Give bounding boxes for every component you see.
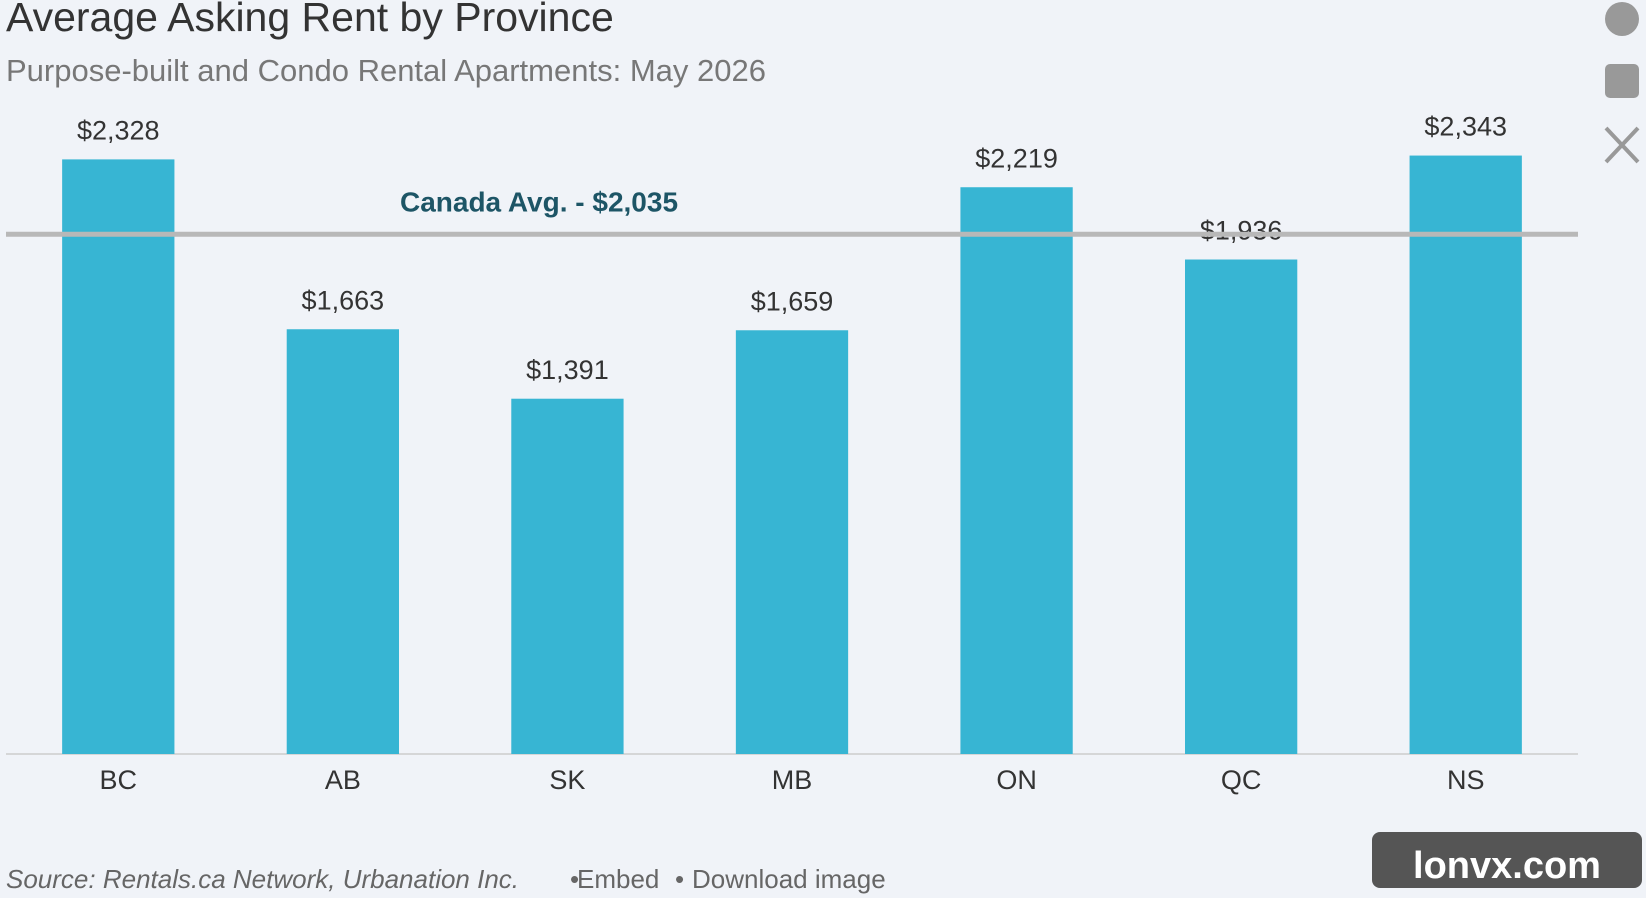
x-tick-label: SK <box>549 765 585 795</box>
x-tick-label: MB <box>772 765 813 795</box>
value-label: $1,659 <box>751 286 834 316</box>
value-label: $1,663 <box>302 285 385 315</box>
bar <box>1409 155 1522 755</box>
linkedin-icon[interactable] <box>1605 64 1639 98</box>
value-label: $2,343 <box>1424 112 1507 142</box>
bar <box>735 330 849 754</box>
x-tick-label: NS <box>1447 765 1485 795</box>
bullet: • <box>570 864 579 894</box>
watermark-box <box>1372 832 1642 888</box>
x-tick-label: BC <box>100 765 138 795</box>
reference-label: Canada Avg. - $2,035 <box>400 187 678 218</box>
bar <box>960 187 1073 755</box>
bar <box>286 329 399 754</box>
chart-title: Average Asking Rent by Province <box>6 0 614 40</box>
social-icons <box>1604 2 1640 164</box>
value-label: $1,936 <box>1200 216 1283 246</box>
value-label: $2,219 <box>975 143 1058 173</box>
embed-link[interactable]: Embed <box>577 864 659 894</box>
bar <box>62 159 175 754</box>
watermark: lonvx.com <box>1413 845 1601 887</box>
x-tick-label: ON <box>996 765 1037 795</box>
value-label: $2,328 <box>77 116 160 146</box>
chart-subtitle: Purpose-built and Condo Rental Apartment… <box>6 53 766 88</box>
source: Source: Rentals.ca Network, Urbanation I… <box>6 864 519 894</box>
x-tick-label: QC <box>1221 765 1262 795</box>
value-label: $1,391 <box>526 355 609 385</box>
x-tick-label: AB <box>325 765 361 795</box>
bullet: • <box>675 864 684 894</box>
download-link[interactable]: Download image <box>692 864 886 894</box>
x-icon[interactable] <box>1604 126 1640 164</box>
bar <box>511 398 624 754</box>
facebook-icon[interactable] <box>1605 2 1639 36</box>
bar <box>1185 259 1298 754</box>
